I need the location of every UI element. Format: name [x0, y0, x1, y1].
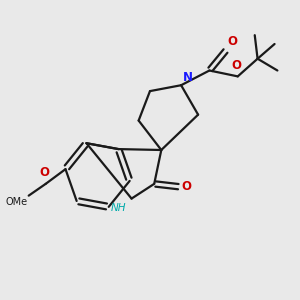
Text: O: O	[228, 35, 238, 48]
Text: O: O	[39, 167, 49, 179]
Text: NH: NH	[110, 203, 126, 213]
Text: N: N	[182, 71, 193, 84]
Text: O: O	[181, 180, 191, 193]
Text: OMe: OMe	[5, 197, 27, 207]
Text: O: O	[231, 59, 241, 72]
